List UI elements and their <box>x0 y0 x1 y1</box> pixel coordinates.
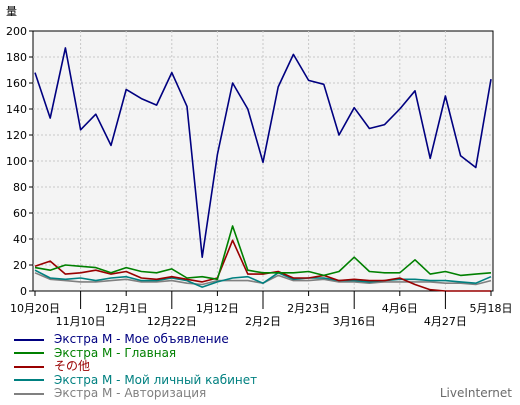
y-tick-label: 100 <box>6 155 27 168</box>
series-lines <box>34 47 492 292</box>
legend-item: Экстра М - Главная <box>14 345 257 360</box>
x-tick-label: 4月27日 <box>424 315 467 328</box>
x-tick-label: 12月1日 <box>105 302 148 315</box>
y-tick-label: 120 <box>6 129 27 142</box>
grid-lines <box>33 31 493 291</box>
series-line <box>34 269 492 288</box>
x-tick-label: 3月16日 <box>333 315 376 328</box>
y-tick-label: 160 <box>6 77 27 90</box>
line-chart: 量 0 20 40 60 80 100 120 140 160 180 200 10月20日11月1… <box>6 5 513 328</box>
series-line <box>34 239 491 292</box>
legend-label: Экстра М - Мой личный кабинет <box>54 372 258 387</box>
legend-label: Экстра М - Авторизация <box>54 386 207 400</box>
x-tick-label: 2月23日 <box>287 302 330 315</box>
y-tick-label: 40 <box>13 233 27 246</box>
legend-swatch <box>14 392 44 395</box>
y-tick-label: 140 <box>6 103 27 116</box>
legend-item: Экстра М - Авторизация <box>14 387 257 400</box>
legend-swatch <box>14 338 44 341</box>
x-tick-label: 2月2日 <box>245 315 281 328</box>
y-tick-label: 20 <box>13 259 27 272</box>
x-tick-label: 5月18日 <box>470 302 513 315</box>
y-tick-label: 80 <box>13 181 27 194</box>
legend-swatch <box>14 352 44 354</box>
y-axis-ticks: 0 20 40 60 80 100 120 140 160 180 200 <box>6 25 33 298</box>
x-tick-label: 1月12日 <box>196 302 239 315</box>
legend-item: Экстра М - Мое объявление <box>14 333 257 346</box>
watermark-liveinternet: LiveInternet <box>439 386 512 400</box>
y-tick-label: 200 <box>6 25 27 38</box>
legend-item: Экстра М - Мой личный кабинет <box>14 372 258 387</box>
legend-swatch <box>14 365 44 368</box>
legend: Экстра М - Мое объявление Экстра М - Глав… <box>14 333 257 401</box>
x-tick-label: 4月6日 <box>382 302 418 315</box>
legend-item: その他 <box>14 360 257 373</box>
series-line <box>34 47 492 259</box>
legend-swatch <box>14 379 44 381</box>
y-tick-label: 0 <box>20 285 27 298</box>
legend-label: Экстра М - Главная <box>54 345 177 360</box>
y-tick-label: 180 <box>6 51 27 64</box>
x-tick-label: 11月10日 <box>56 315 106 328</box>
series-line <box>34 225 492 281</box>
x-tick-label: 12月22日 <box>147 315 197 328</box>
legend-label: その他 <box>54 359 91 373</box>
x-tick-label: 10月20日 <box>10 302 60 315</box>
y-axis-label: 量 <box>6 5 17 18</box>
y-tick-label: 60 <box>13 207 27 220</box>
legend-label: Экстра М - Мое объявление <box>54 332 229 346</box>
